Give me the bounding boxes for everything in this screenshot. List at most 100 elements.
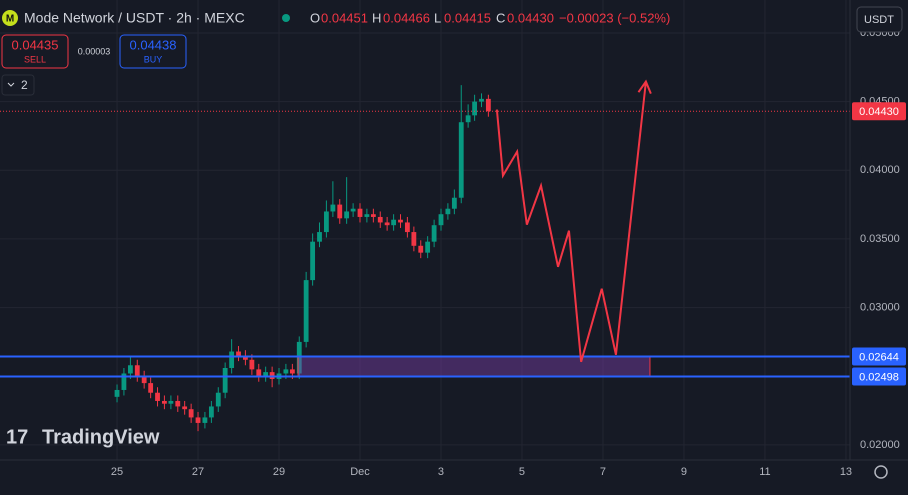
x-tick-label: 27: [192, 466, 204, 478]
watermark-logo: 17: [6, 426, 28, 448]
candle-body: [425, 241, 431, 253]
candle-body: [404, 222, 410, 233]
candle-body: [127, 365, 133, 374]
candle-body: [465, 115, 471, 123]
candle-body: [242, 355, 248, 360]
candle-body: [384, 222, 390, 226]
candle-body: [283, 369, 289, 374]
c-value: 0.04430: [507, 10, 554, 25]
candle-body: [350, 208, 356, 212]
settings-icon[interactable]: [874, 465, 888, 479]
candle-body: [317, 232, 322, 242]
currency-button[interactable]: [856, 6, 903, 33]
candle-body: [438, 214, 444, 226]
candle-body: [330, 204, 336, 212]
candle-body: [195, 417, 201, 423]
candle-body: [418, 245, 424, 253]
candle-body: [202, 417, 208, 423]
candle-body: [236, 351, 241, 356]
forecast-path: [495, 81, 647, 363]
h-label: H: [372, 10, 381, 25]
candle-body: [344, 211, 350, 219]
candle-body: [323, 211, 329, 233]
candle-body: [485, 98, 491, 112]
indicators-toggle[interactable]: [1, 74, 35, 96]
candle-body: [148, 383, 154, 393]
currency-label[interactable]: USDT: [864, 14, 894, 26]
candle-body: [377, 216, 383, 223]
y-tick-label: 0.02000: [860, 439, 900, 451]
candle-body: [458, 122, 464, 198]
candle-body: [479, 98, 484, 102]
candle-body: [357, 208, 363, 217]
buy-price[interactable]: 0.04438: [130, 37, 177, 52]
candle-body: [303, 280, 309, 342]
candle-body: [215, 392, 221, 407]
candle-body: [175, 400, 181, 407]
spread: 0.00003: [78, 46, 111, 56]
candle-body: [162, 400, 167, 404]
x-tick-label: Dec: [350, 466, 370, 478]
l-label: L: [434, 10, 441, 25]
candle-body: [445, 208, 451, 215]
symbol-logo-mark: M: [6, 14, 14, 25]
candle-body: [289, 369, 295, 374]
candle-body: [370, 214, 376, 217]
buy-button[interactable]: [119, 34, 187, 69]
candle-body: [155, 392, 160, 401]
candle-body: [310, 241, 316, 281]
last-price-label: 0.04430: [859, 106, 899, 118]
last-price-box: [852, 102, 906, 121]
x-tick-label: 13: [840, 466, 852, 478]
candle-body: [398, 219, 403, 223]
candle-body: [391, 219, 397, 226]
candle-body: [229, 351, 235, 368]
h-value: 0.04466: [383, 10, 430, 25]
x-tick-label: 25: [111, 466, 123, 478]
candle-body: [263, 372, 269, 377]
indicators-count[interactable]: 2: [21, 78, 28, 92]
candle-body: [222, 368, 228, 393]
sell-button[interactable]: [1, 34, 69, 69]
candle-body: [364, 214, 370, 217]
candle-body: [249, 359, 255, 370]
buy-label[interactable]: BUY: [144, 54, 163, 64]
x-tick-label: 7: [600, 466, 606, 478]
candle-body: [472, 101, 478, 116]
sell-label[interactable]: SELL: [24, 54, 46, 64]
candle-body: [256, 369, 262, 377]
y-tick-label: 0.03500: [860, 233, 900, 245]
candle-body: [208, 406, 214, 418]
candle-body: [431, 225, 437, 242]
candle-body: [337, 204, 343, 219]
sell-price[interactable]: 0.04435: [12, 37, 59, 52]
candle-body: [134, 365, 140, 377]
x-tick-label: 5: [519, 466, 525, 478]
symbol-title[interactable]: Mode Network / USDT · 2h · MEXC: [24, 10, 245, 26]
y-tick-label: 0.04000: [860, 164, 900, 176]
x-tick-label: 11: [759, 466, 770, 478]
watermark: TradingView: [42, 426, 160, 448]
l-value: 0.04415: [444, 10, 491, 25]
candle-body: [114, 389, 120, 397]
y-tick-label: 0.03000: [860, 301, 900, 313]
zone: [297, 355, 651, 378]
change: −0.00023 (−0.52%): [559, 10, 670, 25]
price-line-box: [852, 367, 906, 386]
c-label: C: [496, 10, 505, 25]
o-value: 0.04451: [321, 10, 368, 25]
candle-body: [121, 373, 127, 390]
candle-body: [451, 197, 457, 209]
candle-body: [188, 409, 194, 418]
candle-body: [168, 400, 174, 404]
x-tick-label: 9: [681, 466, 687, 478]
forecast-arrowhead: [637, 79, 652, 94]
chevron: [7, 82, 15, 87]
price-line-label: 0.02644: [859, 351, 899, 363]
status-dot: [282, 14, 290, 22]
price-line-box: [852, 347, 906, 366]
price-line-label: 0.02498: [859, 371, 899, 383]
candle-body: [296, 341, 302, 374]
